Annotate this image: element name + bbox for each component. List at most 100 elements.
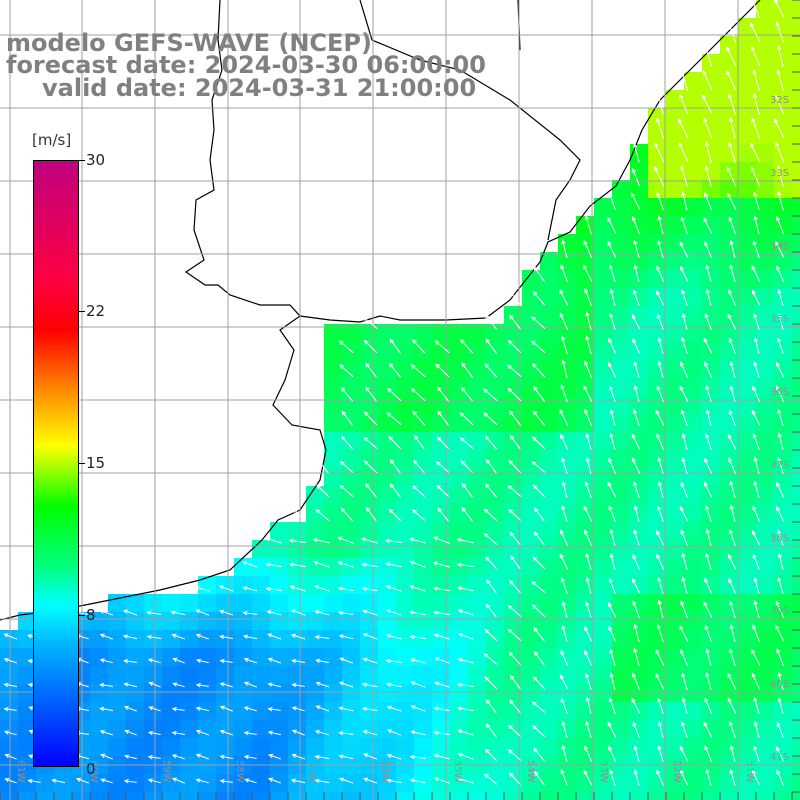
wind-arrow	[316, 484, 330, 497]
wind-speed-cell	[738, 216, 757, 235]
colorbar-tickmark	[79, 311, 85, 312]
wind-speed-cell	[756, 666, 775, 685]
wind-speed-cell	[558, 504, 577, 523]
wind-speed-cell	[522, 720, 541, 739]
wind-speed-cell	[738, 666, 757, 685]
wind-speed-cell	[54, 774, 73, 793]
wind-arrow	[609, 552, 616, 570]
wind-speed-cell	[360, 342, 379, 361]
wind-arrow	[268, 753, 281, 760]
wind-speed-cell	[594, 432, 613, 451]
wind-arrow	[459, 412, 474, 426]
wind-arrow	[195, 778, 209, 784]
wind-speed-cell	[468, 432, 487, 451]
wind-speed-cell	[324, 738, 343, 757]
wind-speed-cell	[792, 288, 800, 307]
wind-arrow	[291, 682, 305, 688]
latitude-label: 38S	[770, 533, 789, 544]
wind-speed-cell	[684, 432, 703, 451]
wind-speed-cell	[720, 54, 739, 73]
wind-speed-cell	[720, 504, 739, 523]
wind-speed-cell	[396, 684, 415, 703]
wind-arrow	[633, 264, 640, 282]
wind-speed-cell	[360, 486, 379, 505]
wind-speed-cell	[576, 666, 595, 685]
wind-arrow	[147, 755, 161, 760]
wind-arrow	[340, 507, 353, 522]
wind-arrow	[585, 311, 592, 331]
wind-arrow	[27, 778, 41, 784]
wind-speed-cell	[756, 774, 775, 793]
wind-arrow	[171, 754, 185, 760]
wind-arrow	[339, 484, 354, 497]
wind-speed-cell	[684, 234, 703, 253]
wind-speed-cell	[90, 666, 109, 685]
wind-speed-cell	[432, 468, 451, 487]
wind-speed-cell	[720, 342, 739, 361]
wind-arrow	[172, 682, 185, 688]
wind-speed-cell	[360, 774, 379, 793]
wind-arrow	[195, 683, 209, 688]
wind-speed-cell	[450, 792, 469, 800]
wind-speed-cell	[684, 90, 703, 109]
wind-speed-cell	[738, 594, 757, 613]
wind-arrow	[681, 289, 688, 306]
wind-speed-cell	[774, 792, 793, 800]
wind-speed-cell	[594, 198, 613, 217]
wind-speed-cell	[486, 522, 505, 541]
wind-speed-cell	[414, 504, 433, 523]
wind-speed-cell	[180, 684, 199, 703]
wind-speed-cell	[774, 108, 793, 127]
wind-speed-cell	[378, 324, 397, 343]
wind-arrow	[608, 745, 617, 762]
wind-speed-cell	[0, 720, 19, 739]
wind-speed-cell	[594, 270, 613, 289]
wind-speed-cell	[522, 612, 541, 631]
wind-speed-cell	[144, 630, 163, 649]
wind-speed-cell	[666, 108, 685, 127]
wind-speed-cell	[738, 180, 757, 199]
wind-speed-cell	[468, 612, 487, 631]
wind-speed-cell	[558, 792, 577, 800]
wind-arrow	[435, 461, 450, 473]
colorbar	[33, 160, 79, 767]
wind-arrow	[290, 778, 306, 784]
wind-arrow	[360, 537, 378, 544]
wind-speed-cell	[702, 234, 721, 253]
wind-arrow	[3, 730, 17, 736]
wind-arrow	[313, 560, 330, 568]
wind-arrow	[195, 609, 210, 616]
wind-arrow	[99, 778, 113, 784]
wind-speed-cell	[432, 396, 451, 415]
wind-arrow	[124, 729, 137, 736]
wind-speed-cell	[594, 738, 613, 757]
wind-speed-cell	[360, 666, 379, 685]
wind-arrow	[654, 166, 665, 187]
wind-arrow	[632, 289, 640, 306]
wind-arrow	[608, 191, 616, 211]
wind-arrow	[585, 576, 592, 594]
wind-arrow	[751, 529, 761, 546]
wind-speed-cell	[234, 576, 253, 595]
wind-speed-cell	[324, 576, 343, 595]
wind-arrow	[584, 287, 592, 307]
wind-arrow	[728, 116, 736, 139]
wind-speed-cell	[288, 702, 307, 721]
wind-speed-cell	[774, 18, 793, 37]
wind-arrow	[775, 240, 785, 258]
wind-arrow	[385, 658, 402, 664]
wind-speed-cell	[198, 576, 217, 595]
wind-speed-cell	[540, 684, 559, 703]
wind-speed-cell	[684, 558, 703, 577]
wind-speed-cell	[648, 180, 667, 199]
wind-speed-cell	[756, 648, 775, 667]
wind-arrow	[704, 361, 713, 378]
wind-speed-cell	[756, 522, 775, 541]
wind-speed-cell	[774, 396, 793, 415]
wind-speed-cell	[630, 378, 649, 397]
wind-speed-cell	[792, 648, 800, 667]
wind-speed-cell	[306, 486, 325, 505]
wind-speed-cell	[378, 612, 397, 631]
wind-speed-cell	[450, 486, 469, 505]
wind-arrow	[609, 312, 616, 330]
